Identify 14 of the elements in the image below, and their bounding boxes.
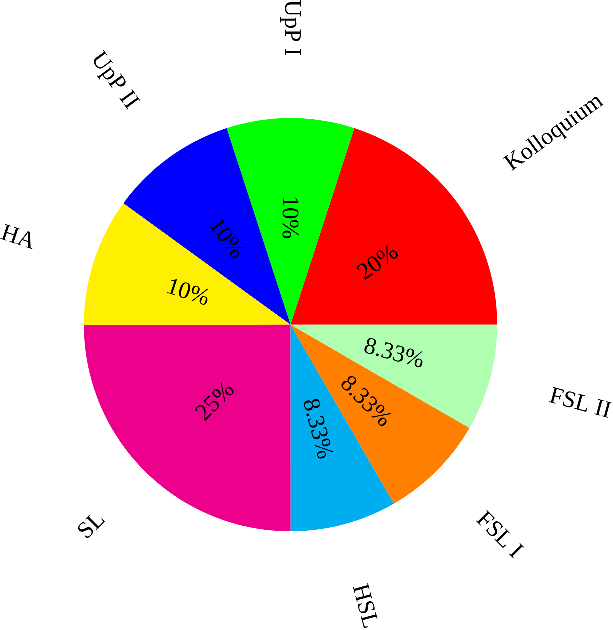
slice-label: FSL II [549, 387, 612, 418]
data-label: 8.33% [364, 338, 423, 368]
slice-label: SL [78, 514, 106, 539]
slice-label: HSL [353, 583, 378, 628]
slice-label: UpP I [280, 0, 301, 56]
slice-label: HA [0, 224, 33, 250]
slice-label: FSL I [476, 510, 525, 559]
data-label: 25% [195, 382, 234, 422]
data-label: 8.33% [304, 399, 334, 459]
data-label: 10% [282, 198, 299, 238]
data-label: 10% [167, 280, 208, 305]
data-label: 10% [210, 218, 245, 258]
data-label: 20% [356, 244, 398, 280]
slice-label: UpP II [94, 50, 141, 110]
